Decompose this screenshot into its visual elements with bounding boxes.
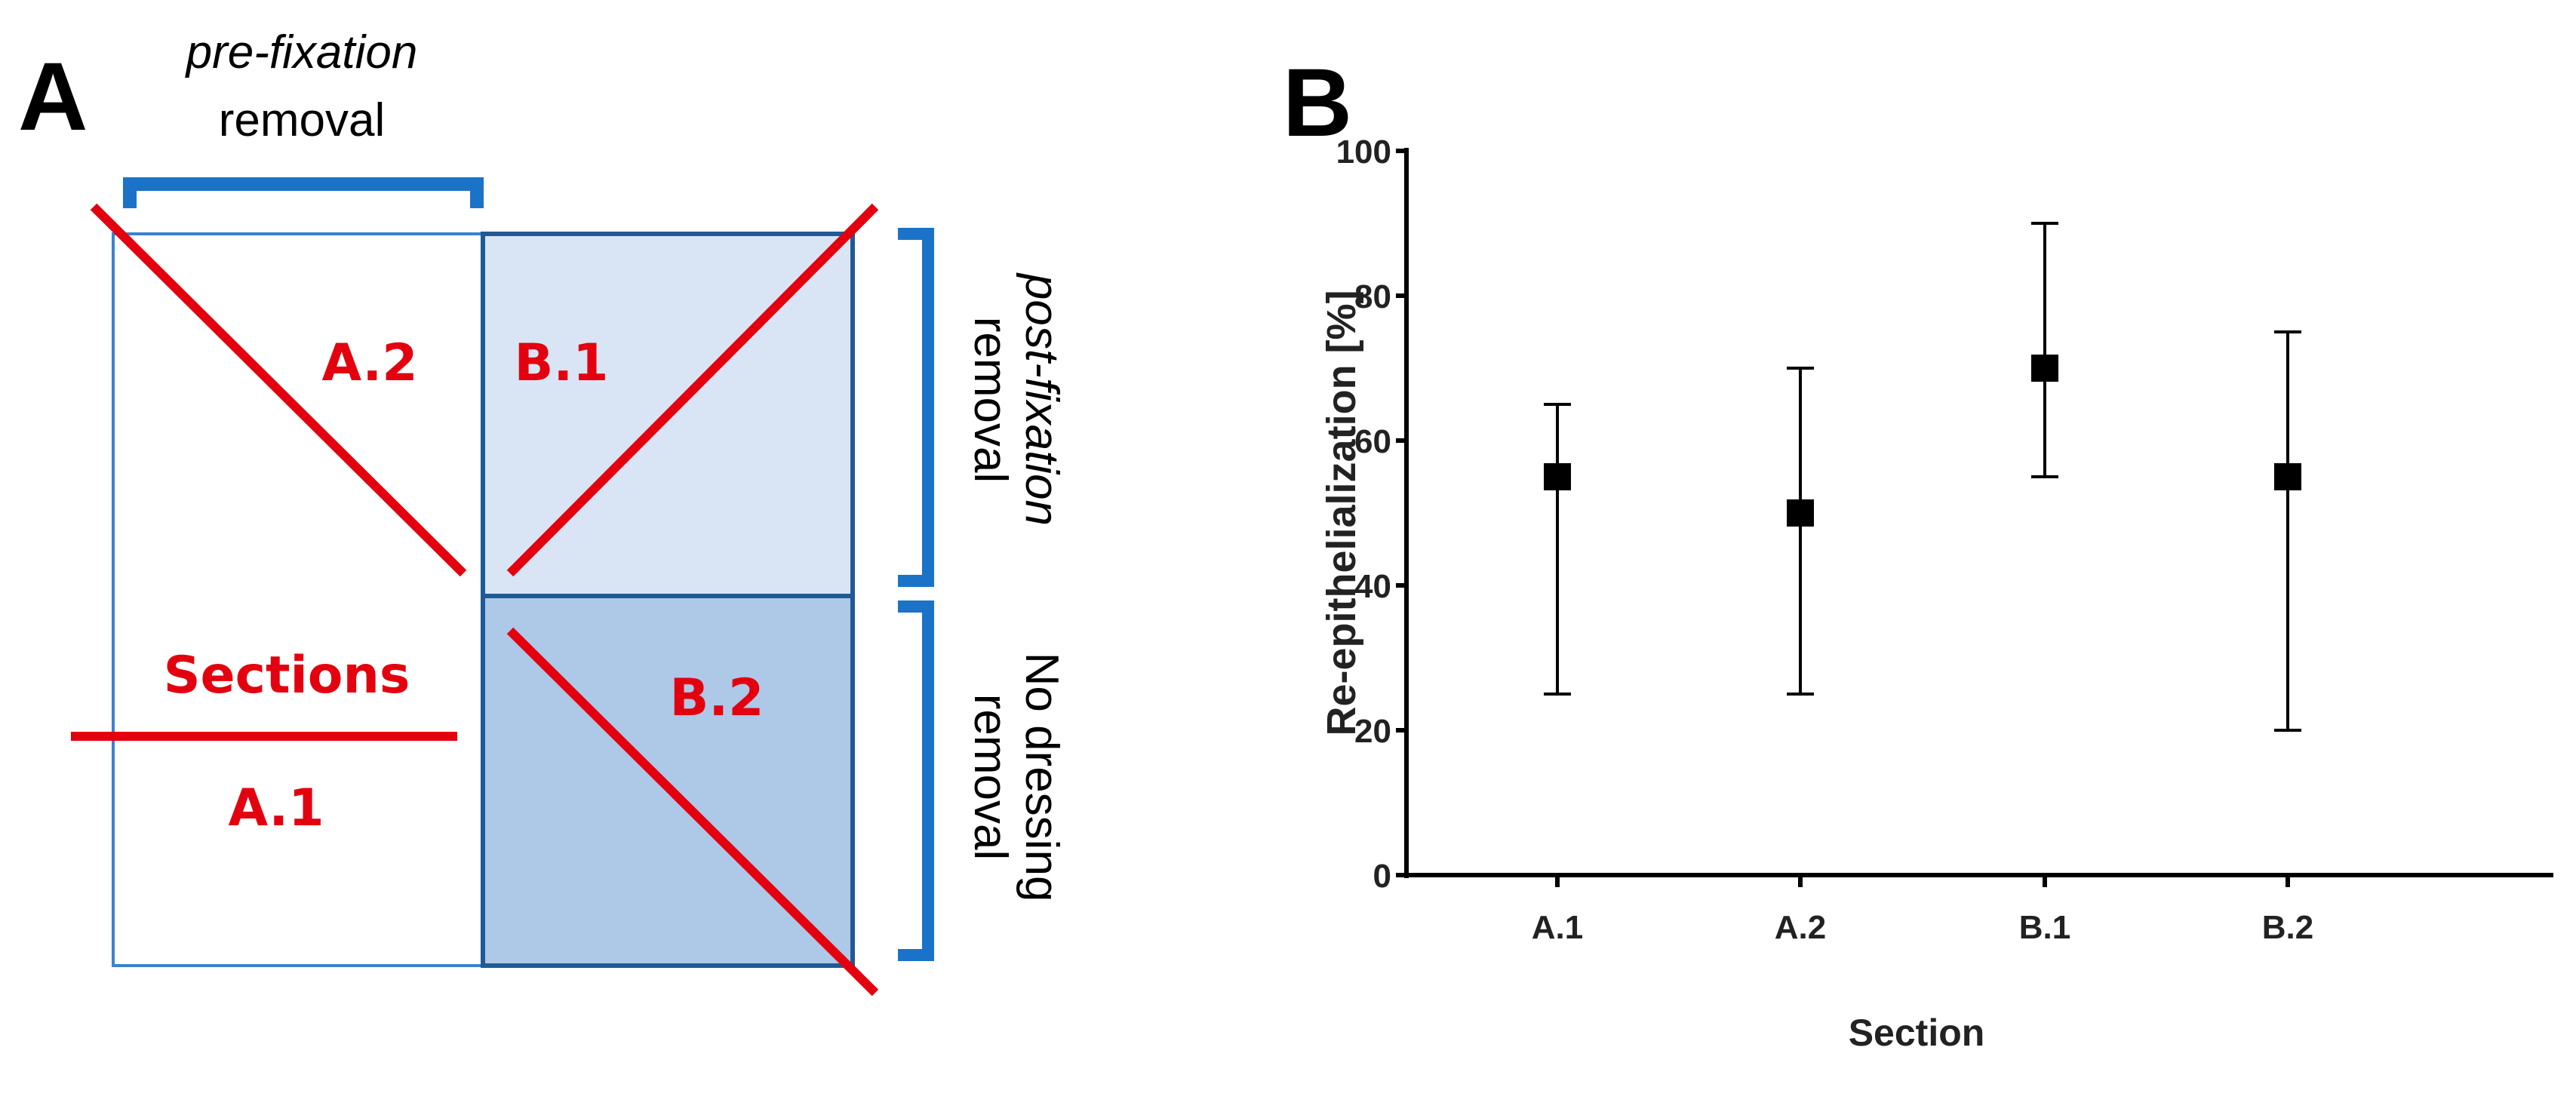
y-tick-label: 20: [1354, 713, 1391, 750]
region-a: [112, 232, 484, 967]
no-dressing-label: No dressing: [1016, 653, 1068, 902]
pre-fixation-label: pre-fixation: [185, 26, 418, 78]
data-point: [2274, 463, 2301, 490]
right-bracket-lower: [898, 600, 934, 961]
cut-lines: [71, 203, 879, 997]
region-label-a1: A.1: [228, 779, 324, 838]
cut-line-b1: [506, 203, 879, 577]
region-label-b2: B.2: [670, 668, 764, 728]
x-axis-label: Section: [1849, 1012, 1985, 1054]
panel-b-label: B: [1283, 49, 1352, 157]
cut-line-a2: [90, 203, 467, 577]
x-tick-label: B.1: [2019, 909, 2070, 946]
y-tick-label: 80: [1354, 278, 1391, 315]
y-tick-label: 40: [1354, 568, 1391, 605]
y-tick-label: 100: [1336, 134, 1391, 170]
x-tick-label: B.2: [2262, 909, 2313, 946]
sections-label: Sections: [164, 646, 410, 705]
data-point: [1787, 499, 1814, 527]
right-bracket-upper: [898, 228, 934, 587]
post-fixation-label: post-fixation: [1016, 272, 1068, 526]
y-axis-label: Re-epithelialization [%]: [1319, 290, 1364, 736]
pre-fixation-removal-label: removal: [219, 94, 386, 146]
region-label-a2: A.2: [321, 333, 417, 393]
post-fixation-removal-label: removal: [964, 317, 1016, 484]
cut-line-b2: [506, 627, 879, 997]
data-point: [2031, 355, 2058, 382]
panel-b-chart: B 0 20 40 60 80 100 A.1 A.2 B.1 B.2 Re-epithelia…: [1283, 49, 2553, 1054]
y-tick-label: 60: [1354, 423, 1391, 460]
top-bracket: [123, 177, 484, 208]
panel-a: A pre-fixation removal A.2 B.1 Sections …: [18, 26, 1068, 997]
x-tick-label: A.2: [1775, 909, 1826, 946]
y-tick-label: 0: [1373, 858, 1391, 895]
panel-a-label: A: [18, 43, 88, 151]
region-label-b1: B.1: [515, 333, 609, 393]
data-point: [1544, 463, 1571, 490]
x-tick-label: A.1: [1532, 909, 1583, 946]
no-dressing-removal-label: removal: [964, 694, 1016, 861]
